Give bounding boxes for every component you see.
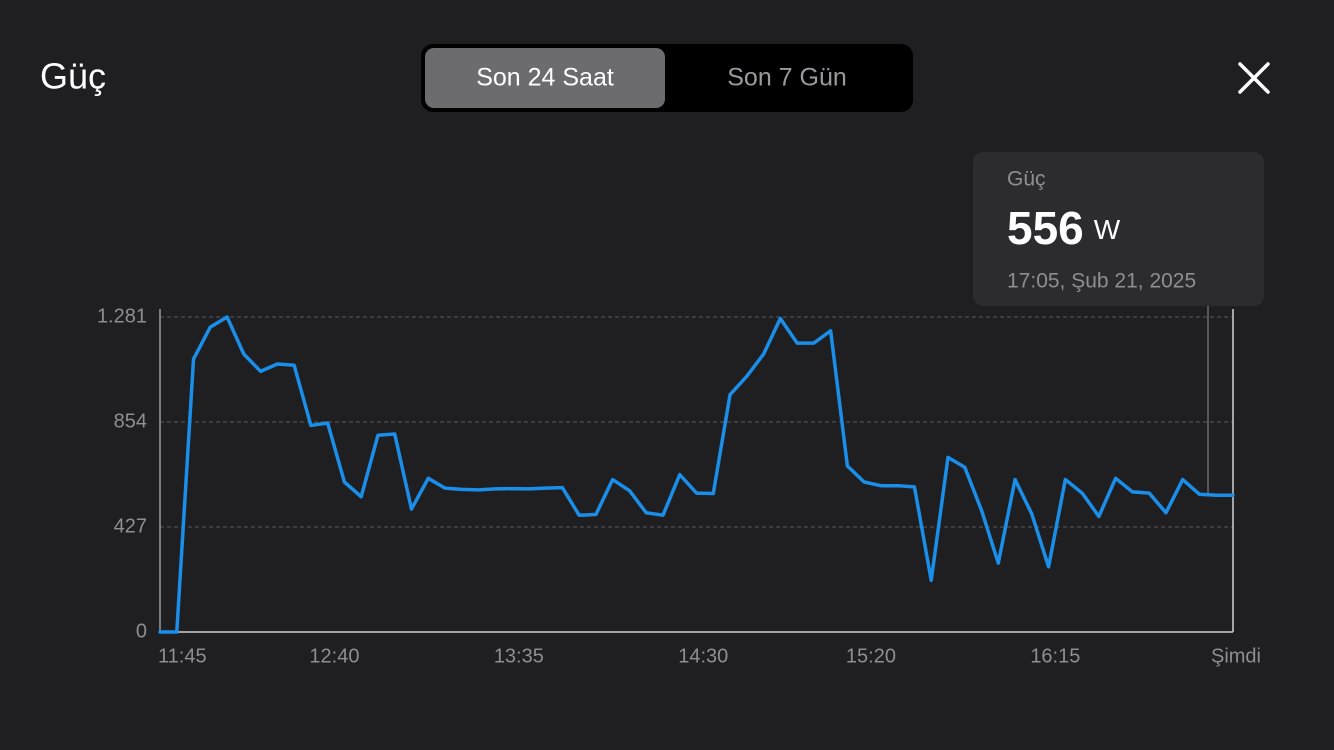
x-tick-label: 15:20	[846, 645, 896, 667]
tooltip-value: 556 W	[1007, 202, 1121, 254]
power-line	[158, 315, 1235, 634]
tooltip: Güç 556 W 17:05, Şub 21, 2025	[973, 152, 1264, 306]
tooltip-value-number: 556	[1007, 202, 1084, 254]
tab[interactable]: Son 7 Gün	[727, 64, 847, 92]
tabs: Son 24 Saat Son 7 Gün	[425, 48, 847, 108]
chart: 0 427 854 1.281 11:45 12:40 13:35 14:30 15:20 16:…	[97, 305, 1261, 667]
tab-active-bg[interactable]	[425, 48, 665, 108]
tooltip-label: Güç	[1007, 168, 1046, 191]
page-title: Güç	[40, 56, 106, 97]
tooltip-box	[973, 152, 1264, 306]
tooltip-unit: W	[1094, 214, 1121, 245]
close-icon[interactable]	[1238, 62, 1270, 94]
y-tick-label: 1.281	[97, 305, 147, 327]
close-button[interactable]	[1238, 62, 1270, 94]
tab[interactable]: Son 24 Saat	[476, 64, 614, 92]
x-tick-label: 14:30	[678, 645, 728, 667]
x-tick-label: 13:35	[494, 645, 544, 667]
y-tick-label: 427	[114, 515, 147, 537]
tooltip-time: 17:05, Şub 21, 2025	[1007, 270, 1196, 293]
x-tick-label: Şimdi	[1211, 645, 1261, 667]
y-tick-label: 854	[114, 410, 147, 432]
x-tick-label: 11:45	[158, 645, 207, 667]
x-tick-label: 12:40	[309, 645, 359, 667]
y-tick-label: 0	[136, 620, 147, 642]
x-tick-label: 16:15	[1030, 645, 1080, 667]
